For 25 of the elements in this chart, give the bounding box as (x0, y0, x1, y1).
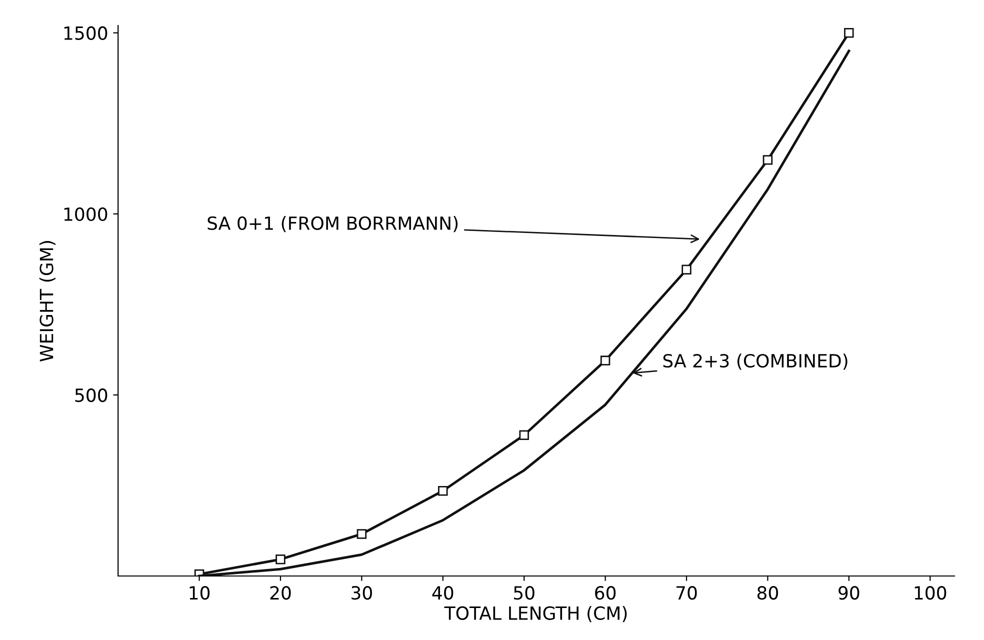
x-tick-label: 50 (514, 586, 534, 600)
point (762, 155, 773, 165)
x-tick-label: 60 (595, 586, 616, 600)
y-tick-label: 500 (75, 388, 108, 402)
point (276, 554, 286, 564)
y-tick-label: 1000 (64, 207, 108, 222)
y-tick-label: 1500 (64, 26, 108, 40)
y-axis-title: WEIGHT (GM) (39, 241, 56, 362)
point (600, 356, 610, 366)
x-tick-label: 100 (914, 586, 946, 600)
point (682, 264, 692, 275)
x-tick-label: 90 (838, 586, 860, 600)
annotation: SA 0+1 (FROM BORRMANN) (208, 216, 458, 232)
x-axis-title: TOTAL LENGTH (CM) (444, 606, 627, 622)
point (438, 486, 448, 496)
x-tick-label: 70 (676, 586, 697, 600)
x-tick-label: 40 (432, 586, 454, 600)
point (844, 28, 854, 38)
x-tick-label: 30 (352, 586, 372, 600)
point (519, 430, 529, 440)
annotation: SA 2+3 (COMBINED) (663, 354, 848, 370)
point (356, 529, 367, 539)
x-tick-label: 20 (270, 586, 291, 600)
x-tick-label: 80 (757, 586, 778, 600)
x-tick-label: 10 (190, 586, 210, 600)
